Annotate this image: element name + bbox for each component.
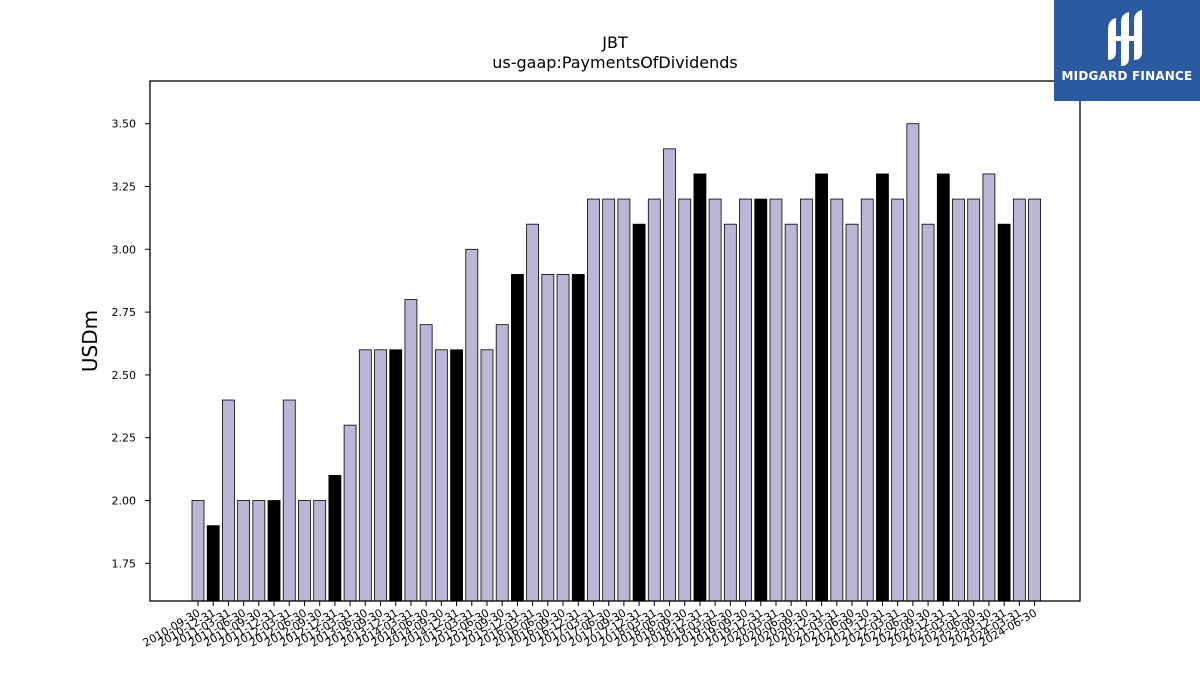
bar-2012-06-30 (298, 500, 311, 602)
bar-2013-06-30 (358, 349, 372, 602)
bar-2023-12-31 (997, 223, 1011, 602)
y-tick-label: 2.75 (112, 306, 137, 319)
bar-2017-09-30 (617, 198, 631, 602)
y-tick-label: 2.50 (112, 369, 137, 382)
bar-2016-06-30 (541, 274, 555, 602)
bar-2020-03-31 (769, 198, 783, 602)
bar-2011-09-30 (252, 500, 266, 602)
y-tick-label: 3.00 (112, 243, 137, 256)
bar-2022-09-30 (921, 223, 935, 602)
bar-2010-12-31 (206, 525, 220, 602)
bar-2010-09-30 (191, 500, 205, 602)
bar-2023-03-31 (952, 198, 965, 602)
bar-2013-09-30 (374, 349, 387, 602)
bar-2019-12-31 (754, 198, 768, 602)
bar-2013-03-31 (343, 424, 357, 602)
bar-2011-12-31 (267, 500, 281, 602)
bar-2017-03-31 (587, 198, 600, 602)
midgard-logo-icon (1108, 10, 1142, 66)
bar-2021-09-30 (860, 198, 874, 602)
bar-2020-12-31 (815, 173, 829, 602)
bar-2023-06-30 (967, 198, 981, 602)
y-tick-label: 1.75 (112, 557, 137, 570)
plot-frame (149, 80, 1081, 602)
bar-2020-09-30 (800, 198, 813, 602)
bar-2018-12-31 (693, 173, 707, 602)
bar-2022-12-31 (936, 173, 950, 602)
bars-group (191, 123, 1041, 602)
brand-name: MIDGARD FINANCE (1061, 69, 1193, 83)
bar-2014-06-30 (419, 324, 433, 602)
bar-2018-03-31 (647, 198, 661, 602)
bar-2019-06-30 (723, 223, 737, 602)
y-axis-label: USDm (78, 310, 102, 372)
bar-2022-03-31 (891, 198, 905, 602)
x-axis: 2010-09-302010-12-312011-03-312011-06-30… (141, 601, 1039, 650)
y-tick-label: 2.25 (112, 432, 137, 445)
chart-subtitle: us-gaap:PaymentsOfDividends (492, 53, 737, 72)
bar-2013-12-31 (389, 349, 403, 602)
bar-2012-09-30 (313, 500, 327, 602)
bar-2024-06-30 (1028, 198, 1041, 602)
bar-2016-03-31 (526, 223, 540, 602)
bar-2020-06-30 (784, 223, 798, 602)
y-tick-label: 3.50 (112, 118, 137, 131)
bar-2012-03-31 (282, 399, 296, 602)
bar-2011-03-31 (222, 399, 235, 602)
bar-2018-09-30 (678, 198, 692, 602)
bar-2016-09-30 (556, 274, 570, 602)
bar-2019-09-30 (739, 198, 752, 602)
bar-2011-06-30 (237, 500, 251, 602)
bar-2017-06-30 (602, 198, 616, 602)
bar-2024-03-31 (1012, 198, 1026, 602)
bar-2021-06-30 (845, 223, 859, 602)
y-tick-label: 3.25 (112, 181, 137, 194)
bar-2021-03-31 (830, 198, 844, 602)
bar-2015-03-31 (465, 248, 479, 602)
bar-2017-12-31 (632, 223, 646, 602)
bar-2014-09-30 (434, 349, 448, 602)
bar-2015-12-31 (511, 274, 524, 602)
bar-2016-12-31 (571, 274, 585, 602)
bar-2023-09-30 (982, 173, 996, 602)
bar-2014-03-31 (404, 299, 418, 602)
bar-2015-09-30 (495, 324, 509, 602)
y-axis: 1.75 2.00 2.25 2.50 2.75 3.00 3.25 3.50 (112, 118, 150, 570)
bar-2021-12-31 (876, 173, 889, 602)
bar-2018-06-30 (663, 148, 676, 602)
bar-2012-12-31 (328, 474, 342, 602)
bar-2022-06-30 (906, 123, 920, 602)
y-tick-label: 2.00 (112, 495, 137, 508)
chart-title: JBT (601, 33, 628, 52)
bar-2019-03-31 (708, 198, 722, 602)
bar-2015-06-30 (480, 349, 494, 602)
brand-logo: MIDGARD FINANCE (1054, 0, 1200, 101)
bar-2014-12-31 (450, 349, 463, 602)
